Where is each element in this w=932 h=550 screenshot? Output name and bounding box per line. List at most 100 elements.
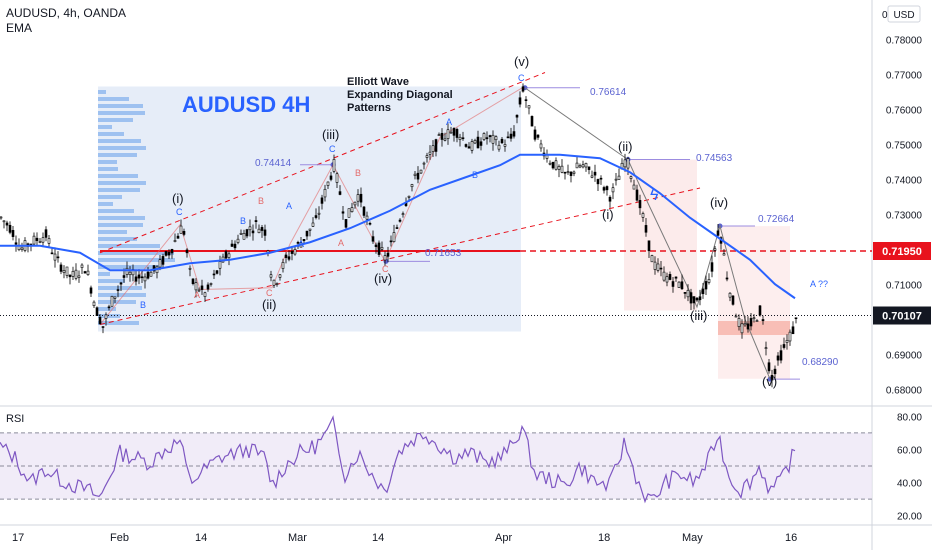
candle-body bbox=[788, 331, 792, 342]
time-tick-label: Apr bbox=[495, 532, 512, 544]
candle-body bbox=[455, 129, 459, 138]
candle-body bbox=[209, 283, 213, 285]
candle-body bbox=[95, 307, 99, 317]
candle-body bbox=[215, 270, 219, 274]
abc-label: A ?? bbox=[810, 279, 828, 289]
candle-body bbox=[5, 222, 9, 226]
candle-body bbox=[548, 162, 552, 165]
candle-body bbox=[488, 135, 492, 138]
candle-body bbox=[464, 144, 468, 147]
price-tick-label: 0.77000 bbox=[886, 70, 923, 81]
level-label: 0.74563 bbox=[696, 153, 733, 164]
candle-body bbox=[56, 256, 60, 259]
correction-box-1 bbox=[624, 159, 697, 311]
candle-body bbox=[341, 211, 345, 214]
candle-body bbox=[737, 318, 741, 327]
abc-label: B bbox=[140, 300, 146, 310]
candle-body bbox=[614, 178, 618, 181]
candle-body bbox=[161, 256, 165, 265]
candle-body bbox=[746, 323, 750, 330]
candle-body bbox=[143, 276, 147, 282]
candle-body bbox=[359, 193, 363, 203]
volume-profile-bar bbox=[98, 118, 133, 122]
candle-body bbox=[656, 263, 660, 271]
candle-body bbox=[707, 279, 711, 283]
price-axis[interactable]: 0.78000 0.77000 0.76000 0.75000 0.74000 0.730… bbox=[873, 5, 931, 396]
volume-profile-bar bbox=[98, 202, 113, 206]
candle-body bbox=[575, 162, 579, 169]
candle-body bbox=[407, 195, 411, 198]
level-label: 0.76614 bbox=[590, 87, 627, 98]
price-tick-label: 0.76000 bbox=[886, 105, 923, 116]
candle-body bbox=[521, 86, 525, 92]
candle-body bbox=[686, 290, 690, 298]
candle-body bbox=[44, 229, 48, 238]
rsi-pane: RSI 80.00 60.00 40.00 20.00 bbox=[0, 412, 922, 523]
candle-body bbox=[173, 240, 177, 242]
time-tick-label: Feb bbox=[110, 532, 129, 544]
candle-body bbox=[281, 262, 285, 269]
candle-body bbox=[329, 175, 333, 180]
candle-body bbox=[731, 295, 735, 305]
volume-profile-bar bbox=[98, 104, 143, 108]
candle-body bbox=[533, 129, 537, 140]
currency-badge[interactable] bbox=[887, 5, 921, 23]
candle-body bbox=[392, 232, 396, 242]
time-axis[interactable]: 17 Feb 14 Mar 14 Apr 18 May 16 bbox=[12, 532, 797, 544]
candle-body bbox=[584, 163, 588, 168]
candle-body bbox=[71, 270, 75, 277]
level-label: 0.74414 bbox=[255, 158, 292, 169]
candle-body bbox=[698, 296, 702, 301]
volume-profile-bar bbox=[98, 258, 175, 262]
candle-body bbox=[104, 314, 108, 319]
candle-body bbox=[416, 172, 420, 180]
candle-body bbox=[293, 248, 297, 255]
wave-label: (iii) bbox=[322, 127, 339, 142]
candle-body bbox=[593, 171, 597, 176]
candle-body bbox=[785, 339, 789, 343]
last-price-badge[interactable] bbox=[873, 306, 931, 325]
volume-profile-bar bbox=[98, 188, 140, 192]
candle-body bbox=[554, 160, 558, 170]
wave-label: (iv) bbox=[710, 195, 728, 210]
volume-profile-bar bbox=[98, 209, 134, 213]
volume-profile-bar bbox=[98, 174, 138, 178]
candle-body bbox=[566, 171, 570, 173]
volume-profile-bar bbox=[98, 132, 124, 136]
price-tick-label: 0.68000 bbox=[886, 385, 923, 396]
candle-body bbox=[137, 274, 141, 279]
candle-body bbox=[188, 267, 192, 270]
price-tick-label: 0.69000 bbox=[886, 350, 923, 361]
support-price-badge[interactable] bbox=[873, 242, 931, 260]
candle-body bbox=[419, 169, 423, 174]
candle-body bbox=[557, 166, 561, 170]
candle-body bbox=[68, 274, 72, 278]
candle-body bbox=[629, 176, 633, 179]
candle-body bbox=[287, 256, 291, 260]
subtitle-line-3: Patterns bbox=[347, 102, 391, 114]
rsi-line bbox=[0, 415, 796, 504]
candle-body bbox=[452, 128, 456, 136]
wave-label: (v) bbox=[514, 54, 529, 69]
candle-body bbox=[233, 243, 237, 249]
candle-body bbox=[383, 255, 387, 261]
level-label: 0.71653 bbox=[425, 248, 462, 259]
candle-body bbox=[218, 261, 222, 269]
candle-body bbox=[467, 146, 471, 149]
candle-body bbox=[659, 267, 663, 270]
candle-body bbox=[305, 230, 309, 237]
time-tick-label: 16 bbox=[785, 532, 797, 544]
candle-body bbox=[440, 132, 444, 140]
candle-body bbox=[626, 158, 630, 169]
candle-body bbox=[512, 131, 516, 137]
candle-body bbox=[350, 207, 354, 212]
time-tick-label: Mar bbox=[288, 532, 307, 544]
volume-profile-bar bbox=[98, 153, 137, 157]
rsi-tick-label: 80.00 bbox=[897, 412, 922, 423]
candle-body bbox=[257, 228, 261, 234]
candle-body bbox=[116, 289, 120, 291]
abc-label: A bbox=[446, 117, 452, 127]
candle-body bbox=[446, 129, 450, 139]
candle-body bbox=[59, 264, 63, 272]
